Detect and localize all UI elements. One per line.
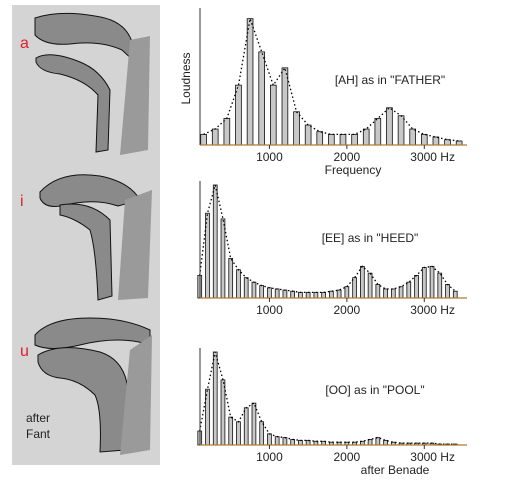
bar <box>367 272 373 299</box>
bar <box>205 212 210 299</box>
vowel-label: a <box>20 35 29 52</box>
envelope <box>199 184 456 294</box>
bar <box>321 291 326 299</box>
bar <box>352 277 357 299</box>
bar <box>375 284 381 299</box>
chart-title: [EE] as in "HEED" <box>322 231 419 245</box>
bar <box>274 288 280 299</box>
bar <box>251 281 257 299</box>
bar <box>406 281 412 299</box>
bar <box>251 402 257 446</box>
bar <box>313 291 319 299</box>
bar <box>329 290 334 299</box>
bar <box>212 351 218 446</box>
bar <box>351 133 358 146</box>
bar <box>258 51 265 146</box>
bar <box>211 128 219 146</box>
x-tick-label: 2000 <box>334 303 361 317</box>
bar <box>212 184 218 299</box>
vocal-tracts <box>34 12 152 455</box>
bar <box>290 439 295 446</box>
bar <box>228 416 234 446</box>
bar <box>293 111 300 146</box>
bar <box>375 437 381 446</box>
bar <box>432 136 440 146</box>
envelope <box>199 351 456 445</box>
bar <box>259 285 265 299</box>
bar <box>267 287 272 299</box>
bar <box>290 290 295 299</box>
bar <box>452 290 458 299</box>
bar <box>336 289 342 299</box>
bar <box>409 128 416 146</box>
bar <box>420 133 428 146</box>
bar <box>383 439 388 446</box>
bar <box>274 436 280 446</box>
bar <box>344 286 350 299</box>
bar <box>282 289 288 299</box>
bar <box>421 267 427 299</box>
bar <box>414 274 419 299</box>
bar <box>374 118 382 146</box>
bar <box>298 291 303 299</box>
bar <box>200 133 207 146</box>
bar <box>304 124 312 146</box>
x-tick-label: 3000 Hz <box>410 450 455 464</box>
bar <box>267 433 272 446</box>
credit: after <box>26 411 50 425</box>
bar <box>397 115 405 146</box>
bar <box>390 288 396 299</box>
vowel-label: i <box>20 193 24 210</box>
y-axis-label: Loudness <box>179 52 193 104</box>
x-tick-label: 2000 <box>334 450 361 464</box>
bar <box>205 388 210 446</box>
bar <box>236 421 241 446</box>
bar <box>328 133 335 146</box>
bar <box>316 131 324 146</box>
bar <box>243 277 249 299</box>
bar <box>223 118 231 146</box>
x-tick-label: 1000 <box>256 150 283 164</box>
bar <box>445 284 450 299</box>
bar <box>398 286 404 299</box>
bar <box>383 288 388 299</box>
credit: Fant <box>26 427 51 441</box>
bar <box>281 67 289 146</box>
bar <box>360 265 365 299</box>
x-axis-label: Frequency <box>325 163 382 177</box>
chart-title: [AH] as in "FATHER" <box>335 73 445 87</box>
bar <box>282 437 288 446</box>
x-tick-label: 3000 Hz <box>410 150 455 164</box>
bar <box>220 379 226 446</box>
bar <box>236 269 241 299</box>
x-tick-label: 2000 <box>334 150 361 164</box>
bar <box>386 107 393 146</box>
bar <box>228 258 234 299</box>
bar <box>429 265 435 299</box>
x-tick-label: 1000 <box>256 303 283 317</box>
bar <box>220 218 226 299</box>
bar <box>269 84 277 146</box>
bar <box>437 272 443 299</box>
bar <box>339 133 347 146</box>
envelope <box>203 16 460 142</box>
x-tick-label: 1000 <box>256 450 283 464</box>
vowel-label: u <box>20 343 29 360</box>
bar <box>362 128 370 146</box>
bar <box>235 84 242 146</box>
chart-title: [OO] as in "POOL" <box>325 383 424 397</box>
annotation: after Benade <box>361 463 430 477</box>
x-tick-label: 3000 Hz <box>410 303 455 317</box>
bar <box>259 421 265 446</box>
bar <box>246 18 254 146</box>
bar <box>305 291 311 299</box>
bar <box>243 407 249 446</box>
